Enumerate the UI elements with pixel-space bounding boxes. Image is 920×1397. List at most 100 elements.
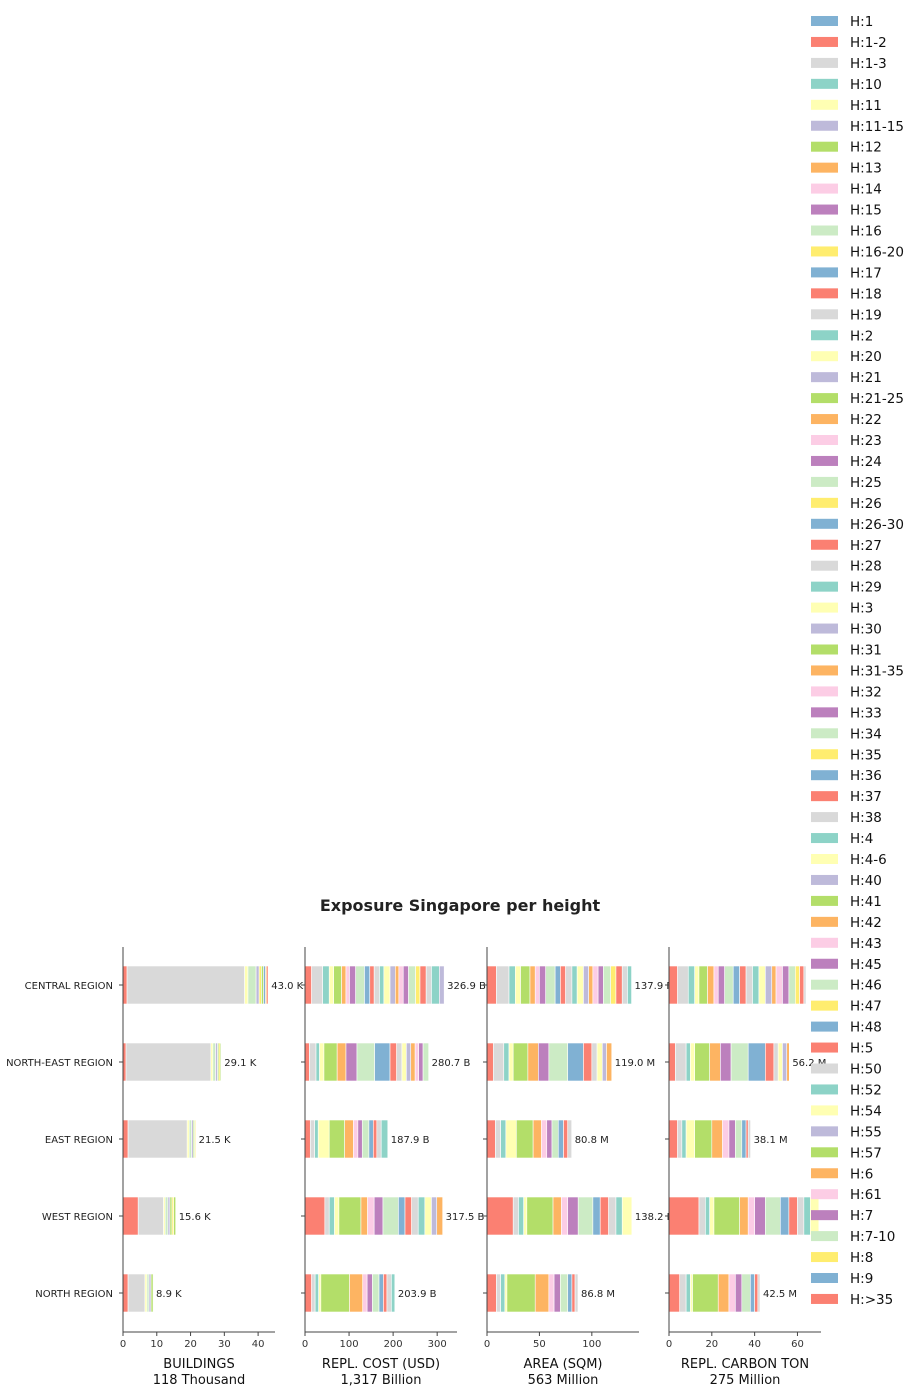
bar-segment bbox=[523, 1196, 528, 1236]
bar-segment bbox=[709, 1042, 721, 1082]
bar-segment bbox=[398, 1196, 406, 1236]
bar-segment bbox=[606, 1042, 613, 1082]
bar-segment bbox=[782, 1042, 788, 1082]
bar-segment bbox=[677, 965, 689, 1005]
bar-segment bbox=[758, 965, 766, 1005]
legend-swatch bbox=[811, 833, 838, 844]
bar-total-label: 8.9 K bbox=[156, 1289, 182, 1300]
x-tick-label: 0 bbox=[120, 1339, 126, 1350]
panel-xlabel-total: 563 Million bbox=[528, 1373, 599, 1388]
bar-segment bbox=[780, 1196, 790, 1236]
bar-segment bbox=[534, 965, 540, 1005]
legend-entry: H:2 bbox=[850, 328, 873, 344]
legend-entry: H:11 bbox=[850, 98, 882, 114]
bar-total-label: 138.2 M bbox=[635, 1212, 675, 1223]
legend-entry: H:30 bbox=[850, 622, 882, 638]
bar-segment bbox=[668, 1273, 681, 1313]
bar-segment bbox=[417, 1196, 426, 1236]
bar-segment bbox=[436, 1196, 443, 1236]
bar-segment bbox=[309, 1119, 315, 1159]
legend-swatch bbox=[811, 665, 838, 676]
bar-segment bbox=[690, 1042, 695, 1082]
bar-segment bbox=[596, 1042, 603, 1082]
x-tick-label: 0 bbox=[666, 1339, 672, 1350]
legend-entry: H:6 bbox=[850, 1166, 873, 1182]
legend-entry: H:34 bbox=[850, 726, 882, 742]
legend-entry: H:31-35 bbox=[850, 663, 904, 679]
legend-entry: H:36 bbox=[850, 768, 882, 784]
bar-segment bbox=[391, 1273, 396, 1313]
bar-segment bbox=[304, 1273, 312, 1313]
bar-segment bbox=[747, 1042, 766, 1082]
bar-segment bbox=[439, 965, 445, 1005]
bar-segment bbox=[146, 1273, 150, 1313]
legend-entry: H:33 bbox=[850, 705, 882, 721]
bar-segment bbox=[410, 1042, 416, 1082]
bar-segment bbox=[345, 965, 350, 1005]
bar-segment bbox=[389, 965, 396, 1005]
bar-segment bbox=[364, 965, 371, 1005]
bar-segment bbox=[615, 1196, 623, 1236]
bar-segment bbox=[336, 1042, 347, 1082]
bar-segment bbox=[328, 965, 334, 1005]
bar-segment bbox=[122, 1119, 129, 1159]
bar-segment bbox=[398, 965, 404, 1005]
bar-segment bbox=[576, 965, 584, 1005]
x-tick-label: 10 bbox=[150, 1339, 163, 1350]
bar-segment bbox=[728, 1119, 736, 1159]
bar-segment bbox=[304, 1196, 326, 1236]
bar-segment bbox=[668, 1042, 676, 1082]
bar-segment bbox=[534, 1273, 550, 1313]
bar-segment bbox=[771, 965, 777, 1005]
bar-segment bbox=[713, 965, 719, 1005]
bar-segment bbox=[765, 965, 773, 1005]
bar-segment bbox=[788, 1196, 798, 1236]
legend-entry: H:22 bbox=[850, 412, 882, 428]
legend-swatch bbox=[811, 393, 838, 404]
bar-segment bbox=[739, 1196, 749, 1236]
legend-swatch bbox=[811, 1042, 838, 1053]
legend-entry: H:3 bbox=[850, 601, 873, 617]
bar-segment bbox=[212, 1042, 216, 1082]
bar-segment bbox=[532, 1119, 542, 1159]
bar-segment bbox=[496, 1273, 501, 1313]
bar-segment bbox=[215, 1042, 218, 1082]
bar-segment bbox=[505, 1119, 517, 1159]
bar-segment bbox=[500, 1119, 507, 1159]
bar-segment bbox=[244, 965, 249, 1005]
legend-swatch bbox=[811, 476, 838, 487]
bar-segment bbox=[694, 965, 700, 1005]
bar-segment bbox=[720, 1042, 732, 1082]
bar-segment bbox=[515, 965, 521, 1005]
bar-total-label: 43.0 K bbox=[271, 981, 303, 992]
bar-segment bbox=[137, 1196, 164, 1236]
legend-swatch bbox=[811, 560, 838, 571]
bar-total-label: 21.5 K bbox=[199, 1135, 231, 1146]
panel-xlabel-total: 1,317 Billion bbox=[341, 1373, 422, 1388]
bar-segment bbox=[122, 1196, 139, 1236]
bar-segment bbox=[404, 1196, 412, 1236]
category-label: NORTH-EAST REGION bbox=[6, 1058, 113, 1069]
x-tick-label: 60 bbox=[791, 1339, 804, 1350]
bar-segment bbox=[765, 1042, 775, 1082]
legend-swatch bbox=[811, 99, 838, 110]
legend-swatch bbox=[811, 435, 838, 445]
legend-entry: H:57 bbox=[850, 1145, 882, 1161]
bar-segment bbox=[698, 965, 708, 1005]
bar-segment bbox=[396, 1042, 403, 1082]
legend-swatch bbox=[811, 791, 838, 802]
legend-swatch bbox=[811, 497, 838, 508]
legend-entry: H:54 bbox=[850, 1103, 882, 1119]
bar-segment bbox=[314, 1119, 319, 1159]
bar-segment bbox=[383, 965, 391, 1005]
bar-segment bbox=[247, 965, 257, 1005]
bar-segment bbox=[741, 1119, 747, 1159]
bar-segment bbox=[668, 965, 678, 1005]
bar-segment bbox=[486, 1273, 497, 1313]
legend-swatch bbox=[811, 1293, 838, 1304]
bar-total-label: 326.9 B bbox=[447, 981, 486, 992]
bar-segment bbox=[799, 965, 805, 1005]
bar-segment bbox=[788, 965, 796, 1005]
bar-segment bbox=[677, 1119, 683, 1159]
